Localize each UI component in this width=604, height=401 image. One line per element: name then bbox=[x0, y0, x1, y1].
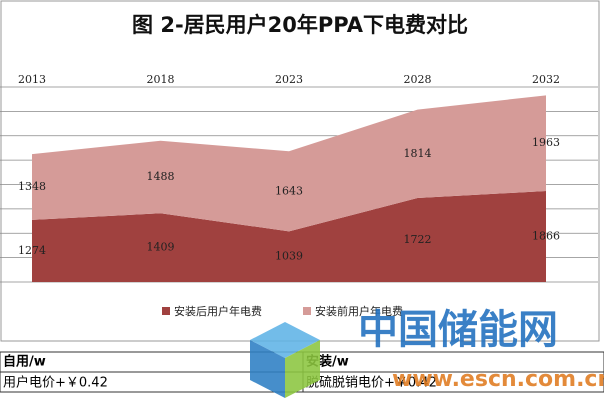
data-label: 1348 bbox=[18, 180, 46, 193]
legend-label: 安装前用户年电费 bbox=[315, 304, 403, 318]
data-label: 1963 bbox=[532, 136, 560, 149]
x-tick-label: 2018 bbox=[147, 73, 175, 86]
data-label: 1643 bbox=[275, 184, 303, 197]
x-tick-label: 2028 bbox=[404, 73, 432, 86]
area bbox=[32, 95, 546, 232]
legend-swatch bbox=[303, 307, 311, 315]
data-label: 1488 bbox=[147, 170, 175, 183]
logo-right bbox=[285, 340, 320, 398]
data-label: 1039 bbox=[275, 250, 303, 263]
watermark-url: www.escn.com.cn bbox=[392, 367, 604, 392]
watermark: 中国储能网 www.escn.com.cn bbox=[250, 307, 604, 398]
data-label: 1866 bbox=[532, 230, 560, 243]
table-cell: 自用/w bbox=[3, 354, 46, 370]
x-tick-label: 2023 bbox=[275, 73, 303, 86]
x-tick-label: 2032 bbox=[532, 73, 560, 86]
watermark-name: 中国储能网 bbox=[358, 307, 558, 353]
data-label: 1722 bbox=[404, 233, 432, 246]
chart-title: 图 2-居民用户20年PPA下电费对比 bbox=[132, 13, 468, 37]
legend-label: 安装后用户年电费 bbox=[174, 304, 262, 318]
plot: 2013 2018 2023 2028 2032 1274 1409 1039 1722 1866… bbox=[0, 73, 598, 318]
area bbox=[32, 191, 546, 282]
x-tick-label: 2013 bbox=[18, 73, 46, 86]
table-cell: 脱硫脱销电价+￥0.42 bbox=[306, 376, 437, 391]
data-label: 1274 bbox=[18, 244, 46, 257]
table-cell: 用户电价+￥0.42 bbox=[3, 375, 108, 391]
legend-swatch bbox=[162, 307, 170, 315]
data-label: 1814 bbox=[404, 147, 432, 160]
data-label: 1409 bbox=[147, 241, 175, 254]
logo-left bbox=[250, 340, 285, 398]
